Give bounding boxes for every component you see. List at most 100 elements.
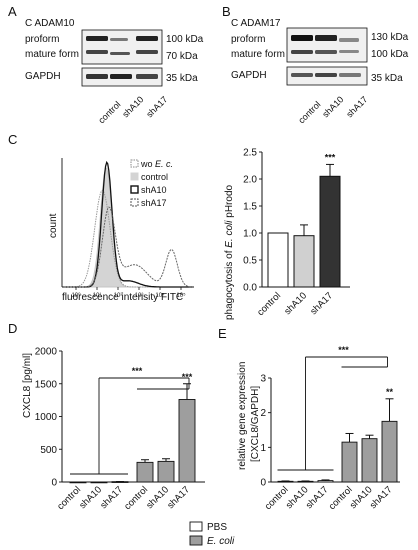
histogram-x-axis-label: fluorescence intensity FITC (62, 292, 183, 303)
panel-c-histogram: C 10⁰ 10¹ 10² 10³ 10⁴ 10⁵ fluorescence intens… (8, 132, 194, 303)
panel-b-lane-sha17: shA17 (344, 94, 369, 119)
panel-a-lane-sha10: shA10 (120, 94, 145, 119)
blot-band (86, 74, 108, 79)
blot-band (291, 73, 313, 77)
panel-b: B C ADAM17 proform mature form 130 kDa 1… (222, 4, 409, 125)
x-tick-label-control: control (122, 484, 150, 512)
x-tick-label-sha17: shA17 (165, 484, 192, 511)
y-tick-label: 500 (40, 445, 57, 456)
panel-b-title: C ADAM17 (231, 18, 281, 29)
bar-c-y-axis-label: phagocytosis of E. coli pHrodo (224, 184, 235, 320)
panel-c-bar-chart: phagocytosis of E. coli pHrodo 0.0 0.5 1.0… (224, 148, 350, 320)
y-tick-label: 1.0 (243, 229, 257, 240)
x-tick-label-sha17: shA17 (98, 484, 125, 511)
x-tick-label-sha10: shA10 (282, 290, 309, 317)
y-tick-label: 2.0 (243, 175, 257, 186)
panel-a-title: C ADAM10 (25, 18, 75, 29)
legend-label-ecoli: E. coli (207, 536, 235, 547)
bar-d-pbs-control (69, 481, 87, 484)
legend-label-pbs: PBS (207, 522, 227, 533)
legend-label-sha17: shA17 (141, 198, 167, 208)
y-tick-label: 0.0 (243, 283, 257, 294)
bar-c-control (267, 232, 289, 288)
panel-b-letter: B (222, 4, 231, 19)
bar-e-ecoli-sha10 (361, 438, 378, 483)
blot-band (110, 74, 132, 79)
bar-e-axes: 0 1 2 3 (260, 374, 400, 489)
panel-b-size-35: 35 kDa (371, 73, 403, 84)
bar-c-x-labels: control shA10 shA17 (255, 290, 335, 318)
blot-band (339, 38, 359, 42)
hist-x-tick-label: 10⁰ (71, 292, 81, 299)
panel-e-bar-chart: E relative gene expression [CXCL8/GAPDH]… (218, 326, 400, 512)
panel-b-lane-sha10: shA10 (320, 94, 345, 119)
blot-band (110, 38, 128, 41)
x-tick-label-sha17: shA17 (368, 484, 395, 511)
legend-swatch-wo-ec (130, 159, 139, 168)
y-tick-label: 0 (51, 478, 57, 489)
histogram-legend: wo E. c. control shA10 shA17 (130, 159, 173, 208)
panel-a-lane-control: control (96, 99, 122, 125)
hist-x-tick-label: 10³ (135, 293, 144, 299)
bar-d-y-axis-label: CXCL8 [pg/ml] (22, 353, 33, 418)
panel-a-proform-label: proform (25, 34, 59, 45)
bar-e-sha17-significance: ** (386, 387, 394, 397)
panel-b-size-130: 130 kDa (371, 32, 409, 43)
blot-band (315, 35, 337, 41)
bar-e-bars: ***** (277, 345, 398, 483)
hist-curve-control (64, 167, 192, 288)
x-tick-label-control: control (263, 484, 291, 512)
y-tick-label: 0.5 (243, 256, 257, 267)
bar-c-sha10 (293, 235, 315, 288)
y-tick-label: 1.5 (243, 202, 257, 213)
blot-bands (86, 35, 361, 79)
x-tick-label-control: control (255, 290, 283, 318)
blot-band (110, 52, 130, 55)
histogram-frame (61, 158, 194, 288)
panel-a-letter: A (8, 4, 17, 19)
bar-e-bracket-significance: *** (338, 345, 349, 355)
blot-band (86, 50, 108, 54)
y-tick-label: 1000 (35, 412, 58, 423)
blot-band (339, 50, 359, 53)
bar-d-ecoli-sha17 (178, 399, 196, 483)
legend-swatch-sha17 (130, 198, 139, 207)
blot-band (291, 35, 313, 41)
x-tick-label-control: control (327, 484, 355, 512)
legend-swatch-control (130, 172, 139, 181)
hist-x-tick-label: 10⁴ (155, 292, 165, 299)
y-tick-label: 0 (260, 478, 266, 489)
panel-b-blot-top (286, 27, 368, 63)
blot-band (86, 36, 108, 41)
x-tick-label-sha17: shA17 (304, 484, 331, 511)
hist-curve-wo-ec (64, 189, 192, 288)
bar-d-bracket-significance: *** (132, 366, 143, 376)
panel-a-blot-top (81, 29, 163, 65)
panel-a-size-100: 100 kDa (166, 34, 204, 45)
panel-e-letter: E (218, 326, 227, 341)
hist-x-tick-label: 10⁵ (176, 292, 186, 299)
panel-a: A C ADAM10 proform mature form 100 kDa 7… (8, 4, 204, 125)
legend-label-control: control (141, 172, 168, 182)
x-tick-label-sha17: shA17 (308, 290, 335, 317)
bar-d-bars: *** *** (69, 366, 196, 484)
panel-b-lane-control: control (296, 99, 322, 125)
legend-label-sha10: shA10 (141, 185, 167, 195)
blot-band (339, 73, 361, 77)
bar-e-ecoli-control (341, 441, 358, 483)
blot-band (136, 50, 158, 54)
panel-a-mature-label: mature form (25, 49, 79, 60)
hist-x-tick-label: 10¹ (93, 293, 102, 299)
panel-c-letter: C (8, 132, 17, 147)
panel-a-size-35: 35 kDa (166, 73, 198, 84)
bar-c-sha17 (319, 175, 341, 288)
bar-e-y-axis-label-1: relative gene expression (237, 362, 248, 470)
legend-swatch-pbs (189, 521, 203, 532)
panel-a-gapdh-label: GAPDH (25, 71, 61, 82)
bar-e-ecoli-sha17 (381, 420, 398, 483)
hist-curve-sha17 (64, 206, 192, 288)
bar-d-sha17-significance: *** (182, 372, 193, 382)
